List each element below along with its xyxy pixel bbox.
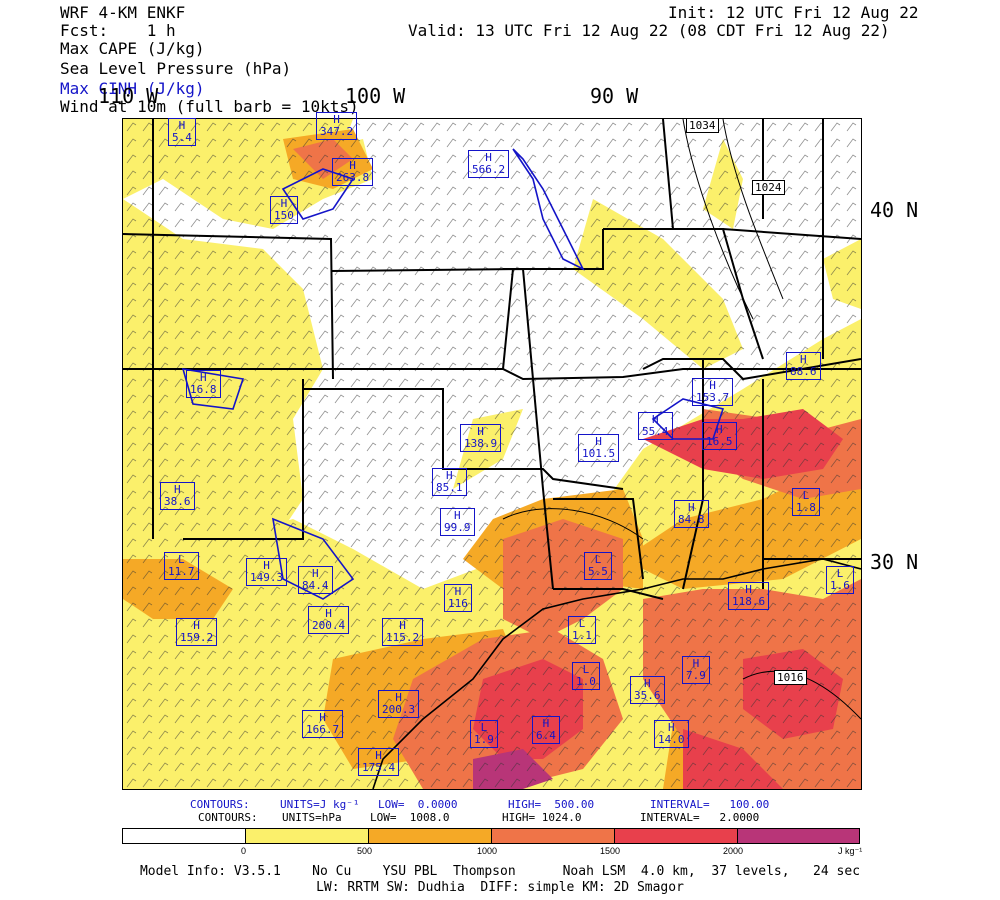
field-wind-label: Wind at 10m (full barb = 10kts) xyxy=(60,97,359,116)
cinh-contour-units: UNITS=J kg⁻¹ xyxy=(280,798,360,811)
slp-contour-high: HIGH= 1024.0 xyxy=(502,811,582,824)
forecast-hour: Fcst: 1 h xyxy=(60,21,176,40)
isobar-label-1034: 1034 xyxy=(686,118,719,133)
cinh-contour-high: HIGH= 500.00 xyxy=(508,798,595,811)
high-marker: H 6.4 xyxy=(532,716,560,744)
high-marker: H 5.4 xyxy=(168,118,196,146)
high-marker: H 16.5 xyxy=(702,422,737,450)
high-marker: H 88.6 xyxy=(786,352,821,380)
isobar-label-1016: 1016 xyxy=(774,670,807,685)
high-marker: H 116 xyxy=(444,584,472,612)
coastline xyxy=(372,558,861,789)
colorbar-cell-1 xyxy=(245,828,369,844)
high-marker: H 200.4 xyxy=(308,606,350,634)
field-cinh-label: Max CINH (J/kg) xyxy=(60,79,205,98)
high-marker: H 84.4 xyxy=(298,566,333,594)
high-marker: H 99.9 xyxy=(440,508,475,536)
field-cape-label: Max CAPE (J/kg) xyxy=(60,39,205,58)
high-marker: H 138.9 xyxy=(460,424,502,452)
cinh-contours xyxy=(181,148,725,600)
colorbar-units: J kg⁻¹ xyxy=(838,846,863,856)
lon-label-110w: 110 W xyxy=(98,84,159,108)
low-marker: L 11.7 xyxy=(164,552,199,580)
high-marker: H 150 xyxy=(270,196,298,224)
high-marker: H 347.2 xyxy=(316,112,358,140)
physics-info: LW: RRTM SW: Dudhia DIFF: simple KM: 2D … xyxy=(316,880,684,895)
high-marker: H 200.3 xyxy=(378,690,420,718)
wind-barbs xyxy=(123,119,861,789)
lat-label-40n: 40 N xyxy=(870,198,919,222)
high-marker: H 153.7 xyxy=(692,378,734,406)
low-marker: L 1.0 xyxy=(572,662,600,690)
lat-label-30n: 30 N xyxy=(870,550,919,574)
colorbar-cell-4 xyxy=(614,828,738,844)
high-marker: H 149.3 xyxy=(246,558,288,586)
slp-contour-units: UNITS=hPa xyxy=(282,811,342,824)
colorbar-cell-0 xyxy=(122,828,246,844)
lon-label-90w: 90 W xyxy=(590,84,639,108)
low-marker: L 1.9 xyxy=(470,720,498,748)
high-marker: H 14.0 xyxy=(654,720,689,748)
high-marker: H 118.6 xyxy=(728,582,770,610)
state-boundaries xyxy=(123,119,861,600)
colorbar-cell-5 xyxy=(737,828,860,844)
model-title: WRF 4-KM ENKF xyxy=(60,3,186,22)
high-marker: H 566.2 xyxy=(468,150,510,178)
init-time: Init: 12 UTC Fri 12 Aug 22 xyxy=(668,3,919,22)
high-marker: H 84.8 xyxy=(674,500,709,528)
high-marker: H 85.1 xyxy=(432,468,467,496)
low-marker: L 1.8 xyxy=(792,488,820,516)
colorbar-tick-2000: 2000 xyxy=(723,846,744,856)
field-slp-label: Sea Level Pressure (hPa) xyxy=(60,59,292,78)
high-marker: H 115.2 xyxy=(382,618,424,646)
high-marker: H 175.4 xyxy=(358,748,400,776)
high-marker: H 35.6 xyxy=(630,676,665,704)
cinh-contour-label: CONTOURS: xyxy=(190,798,250,811)
slp-contour-label: CONTOURS: xyxy=(198,811,258,824)
isobar-label-1024: 1024 xyxy=(752,180,785,195)
lon-label-100w: 100 W xyxy=(345,84,406,108)
high-marker: H 159.2 xyxy=(176,618,218,646)
low-marker: L 5.5 xyxy=(584,552,612,580)
high-marker: H 166.7 xyxy=(302,710,344,738)
high-marker: H 16.8 xyxy=(186,370,221,398)
colorbar-cell-2 xyxy=(368,828,492,844)
valid-time: Valid: 13 UTC Fri 12 Aug 22 (08 CDT Fri … xyxy=(408,21,890,40)
high-marker: H 55.4 xyxy=(638,412,673,440)
cinh-contour-low: LOW= 0.0000 xyxy=(378,798,458,811)
slp-contour-low: LOW= 1008.0 xyxy=(370,811,450,824)
colorbar-tick-500: 500 xyxy=(357,846,373,856)
high-marker: H 38.6 xyxy=(160,482,195,510)
cinh-contour-interval: INTERVAL= 100.00 xyxy=(650,798,770,811)
low-marker: L 1.1 xyxy=(568,616,596,644)
colorbar-cell-3 xyxy=(491,828,615,844)
high-marker: H 7.9 xyxy=(682,656,710,684)
colorbar-tick-1500: 1500 xyxy=(600,846,621,856)
colorbar-tick-1000: 1000 xyxy=(477,846,498,856)
slp-contour-interval: INTERVAL= 2.0000 xyxy=(640,811,760,824)
high-marker: H 101.5 xyxy=(578,434,620,462)
high-marker: H 263.8 xyxy=(332,158,374,186)
weather-map xyxy=(122,118,862,790)
colorbar-tick-0: 0 xyxy=(241,846,247,856)
map-canvas xyxy=(123,119,861,789)
low-marker: L 1.6 xyxy=(826,566,854,594)
model-info: Model Info: V3.5.1 No Cu YSU PBL Thompso… xyxy=(139,864,861,879)
